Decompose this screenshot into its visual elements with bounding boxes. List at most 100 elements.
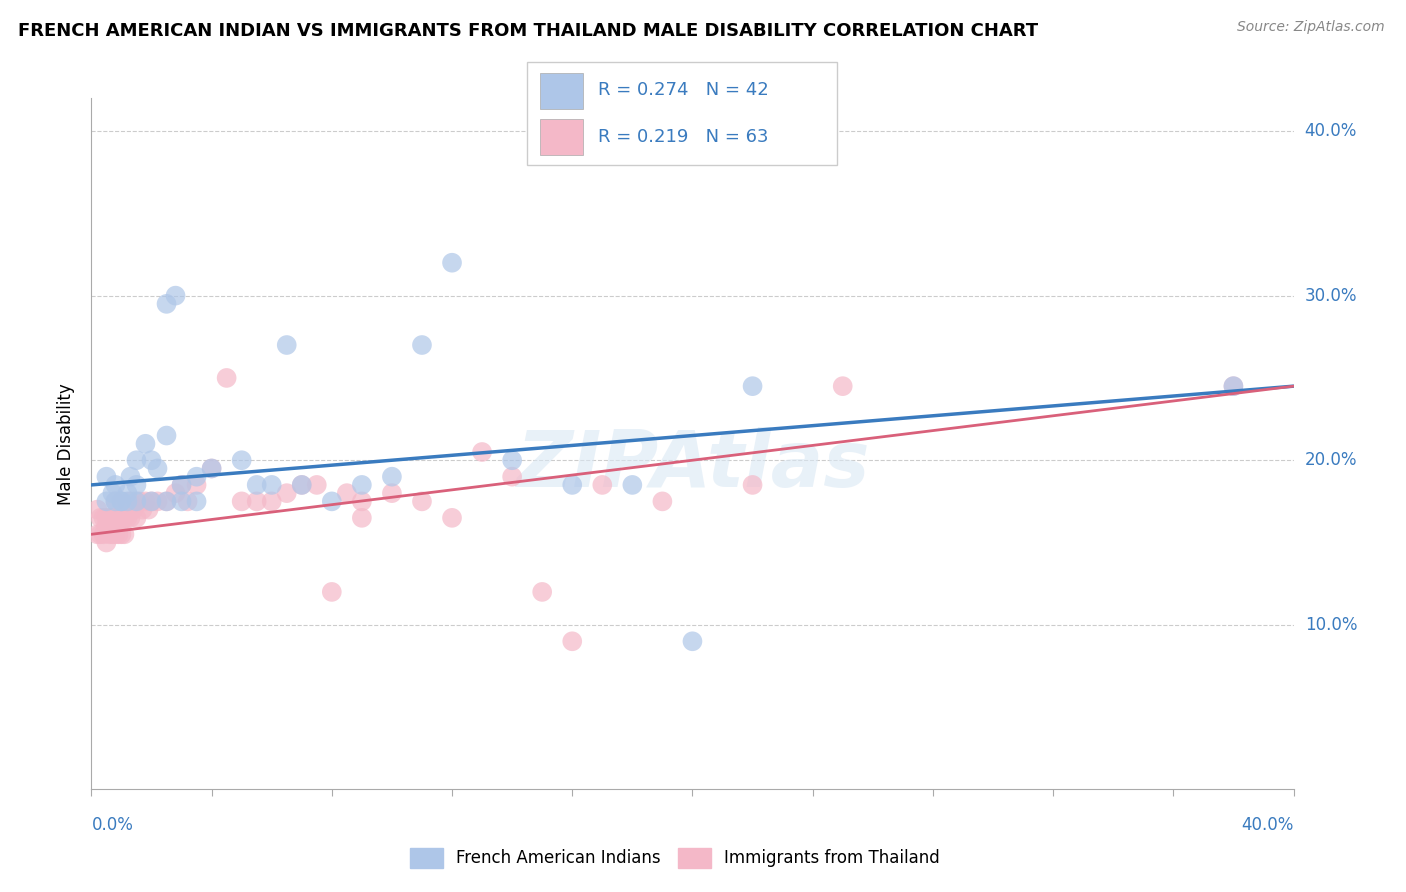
Point xyxy=(170,494,193,508)
Point xyxy=(104,511,127,525)
Point xyxy=(155,494,177,508)
Point xyxy=(531,585,554,599)
Point xyxy=(122,502,145,516)
Point xyxy=(128,494,150,508)
Point xyxy=(98,511,121,525)
Text: ZIPAtlas: ZIPAtlas xyxy=(516,426,869,502)
Point xyxy=(1222,379,1244,393)
Point xyxy=(110,494,132,508)
Y-axis label: Male Disability: Male Disability xyxy=(58,383,76,505)
Point xyxy=(146,461,169,475)
Point xyxy=(86,527,108,541)
Point xyxy=(120,494,142,508)
Text: FRENCH AMERICAN INDIAN VS IMMIGRANTS FROM THAILAND MALE DISABILITY CORRELATION C: FRENCH AMERICAN INDIAN VS IMMIGRANTS FRO… xyxy=(18,22,1039,40)
Point xyxy=(591,478,613,492)
Point xyxy=(101,527,124,541)
FancyBboxPatch shape xyxy=(540,73,583,109)
Point xyxy=(104,494,127,508)
Point xyxy=(471,445,494,459)
Point xyxy=(186,494,208,508)
Point xyxy=(125,511,148,525)
Point xyxy=(381,469,404,483)
Point xyxy=(125,453,148,467)
Point xyxy=(96,511,118,525)
Point xyxy=(101,486,124,500)
Point xyxy=(681,634,703,648)
Point xyxy=(381,486,404,500)
Point xyxy=(231,453,253,467)
Point xyxy=(114,511,136,525)
Point xyxy=(141,494,163,508)
Point xyxy=(440,511,463,525)
Point xyxy=(93,527,115,541)
Point xyxy=(86,502,108,516)
Point xyxy=(114,527,136,541)
Point xyxy=(165,486,187,500)
Point xyxy=(110,527,132,541)
Legend: French American Indians, Immigrants from Thailand: French American Indians, Immigrants from… xyxy=(404,841,946,875)
Point xyxy=(104,478,127,492)
Point xyxy=(741,379,763,393)
Point xyxy=(215,371,238,385)
Point xyxy=(176,494,198,508)
Point xyxy=(155,494,177,508)
Point xyxy=(134,437,156,451)
Point xyxy=(104,527,127,541)
Point xyxy=(741,478,763,492)
Point xyxy=(350,511,373,525)
Point xyxy=(101,511,124,525)
Point xyxy=(291,478,314,492)
Point xyxy=(107,527,129,541)
Point xyxy=(651,494,673,508)
Point xyxy=(501,453,523,467)
Point xyxy=(96,469,118,483)
Text: 40.0%: 40.0% xyxy=(1305,122,1357,140)
Text: Source: ZipAtlas.com: Source: ZipAtlas.com xyxy=(1237,20,1385,34)
FancyBboxPatch shape xyxy=(540,119,583,155)
Point xyxy=(110,511,132,525)
Point xyxy=(411,494,433,508)
FancyBboxPatch shape xyxy=(527,62,837,165)
Point xyxy=(276,338,298,352)
Point xyxy=(120,469,142,483)
Point xyxy=(186,478,208,492)
Point xyxy=(141,453,163,467)
Point xyxy=(1222,379,1244,393)
Point xyxy=(291,478,314,492)
Point xyxy=(246,478,269,492)
Point xyxy=(260,478,283,492)
Point xyxy=(146,494,169,508)
Point xyxy=(117,494,139,508)
Point xyxy=(104,494,127,508)
Point xyxy=(561,634,583,648)
Point xyxy=(89,511,111,525)
Point xyxy=(141,494,163,508)
Point xyxy=(231,494,253,508)
Text: R = 0.274   N = 42: R = 0.274 N = 42 xyxy=(599,81,769,99)
Point xyxy=(96,494,118,508)
Point xyxy=(125,478,148,492)
Text: 10.0%: 10.0% xyxy=(1305,615,1357,634)
Point xyxy=(120,511,142,525)
Text: 40.0%: 40.0% xyxy=(1241,816,1294,834)
Point xyxy=(305,478,328,492)
Point xyxy=(110,494,132,508)
Point xyxy=(117,511,139,525)
Point xyxy=(186,469,208,483)
Point xyxy=(110,494,132,508)
Point xyxy=(170,478,193,492)
Point xyxy=(561,478,583,492)
Point xyxy=(93,511,115,525)
Point xyxy=(117,486,139,500)
Point xyxy=(98,527,121,541)
Point xyxy=(107,511,129,525)
Point xyxy=(89,527,111,541)
Point xyxy=(276,486,298,500)
Point xyxy=(336,486,359,500)
Point xyxy=(165,288,187,302)
Point xyxy=(155,297,177,311)
Point xyxy=(134,494,156,508)
Point xyxy=(155,428,177,442)
Point xyxy=(131,502,153,516)
Text: 0.0%: 0.0% xyxy=(91,816,134,834)
